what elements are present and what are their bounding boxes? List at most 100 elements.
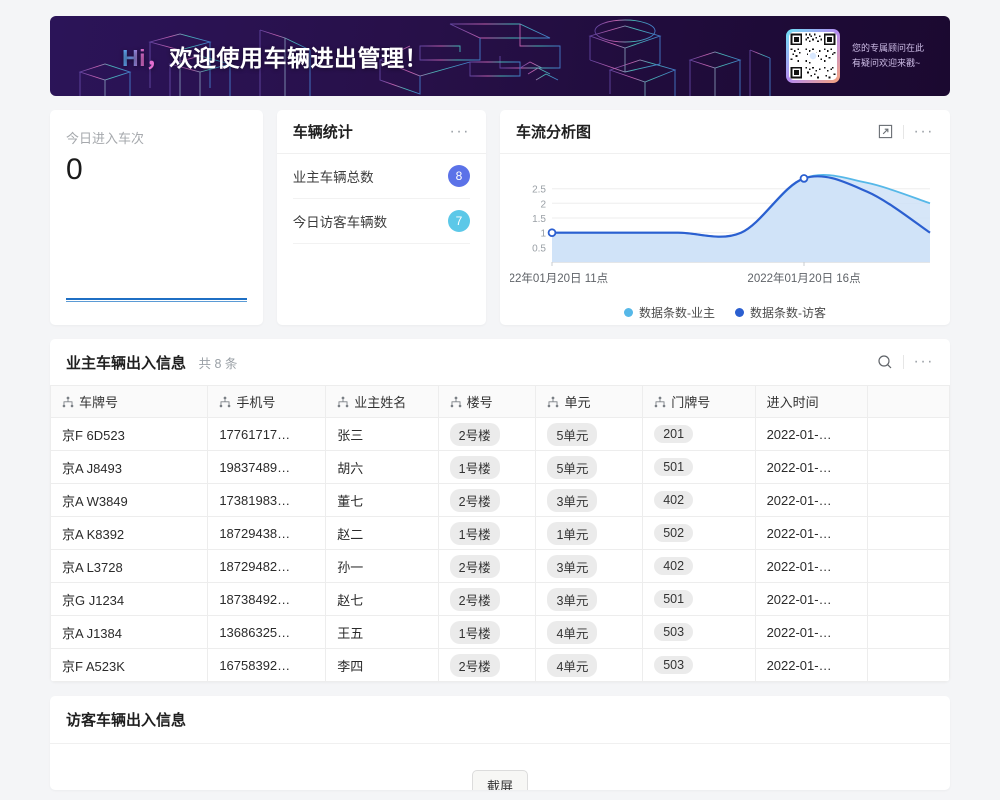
cell-door: 402 [642,483,756,517]
cell-entry-time: 2022-01-… [754,549,868,583]
cell-phone: 18729482… [207,549,327,583]
table-row[interactable]: 京G J1234 18738492… 赵七 2号楼 3单元 501 2022-01-… [50,582,950,616]
cell-building: 2号楼 [437,582,537,616]
column-header-unit[interactable]: 单元 [535,385,644,418]
cell-name: 胡六 [325,450,439,484]
stat-row-label: 业主车辆总数 [292,170,374,185]
table-header: 车牌号 手机号 业主姓名 楼号 单元 门牌号 进入时间 [50,385,950,418]
cell-plate: 京A J8493 [50,450,209,484]
stat-row-visitor-today: 今日访客车辆数 7 [292,199,470,244]
owner-vehicle-table: 车牌号 手机号 业主姓名 楼号 单元 门牌号 进入时间 京F 6D523 1776… [50,385,950,682]
pill-badge: 503 [654,623,694,641]
sparkline [66,298,247,302]
table-row[interactable]: 京A K8392 18729438… 赵二 1号楼 1单元 502 2022-01-… [50,516,950,550]
expand-icon[interactable] [878,124,893,139]
table-row[interactable]: 京A J8493 19837489… 胡六 1号楼 5单元 501 2022-01-… [50,450,950,484]
cell-plate: 京A W3849 [50,483,209,517]
pill-badge: 1单元 [547,521,598,545]
pill-badge: 1号楼 [449,620,500,644]
table-row[interactable]: 京A W3849 17381983… 董七 2号楼 3单元 402 2022-01-… [50,483,950,517]
legend-item-visitor[interactable]: 数据条数-访客 [735,304,826,321]
svg-text:0.5: 0.5 [532,243,546,254]
table-row[interactable]: 京A L3728 18729482… 孙一 2号楼 3单元 402 2022-01-… [50,549,950,583]
legend-item-owner[interactable]: 数据条数-业主 [624,304,715,321]
today-entries-label: 今日进入车次 [66,131,145,146]
cell-empty [866,549,950,583]
cell-building: 1号楼 [437,450,537,484]
cell-plate: 京F 6D523 [50,417,209,451]
pill-badge: 402 [654,557,694,575]
column-header-door[interactable]: 门牌号 [642,385,756,418]
pill-badge: 2号楼 [449,653,500,677]
traffic-chart-header: 车流分析图 ··· [500,110,950,154]
pill-badge: 4单元 [547,653,598,677]
cell-door: 402 [642,549,756,583]
column-header-phone[interactable]: 手机号 [207,385,327,418]
table-body: 京F 6D523 17761717… 张三 2号楼 5单元 201 2022-01-… 京A … [50,417,950,682]
traffic-line-chart: 0.5 1 1.5 2 2.5 2022年01月20日 11点 2022年01月20日 16… [496,174,931,285]
column-header-label: 手机号 [236,395,276,410]
legend-label: 数据条数-访客 [750,306,826,320]
cell-entry-time: 2022-01-… [754,450,868,484]
more-options-icon[interactable]: ··· [449,122,470,140]
pill-badge: 1号楼 [449,455,500,479]
stat-row-label: 今日访客车辆数 [292,215,388,230]
table-row[interactable]: 京F A523K 16758392… 李四 2号楼 4单元 503 2022-01-… [50,648,950,682]
visitor-panel-body: 截屏 [50,744,950,790]
owner-panel-title-wrap: 业主车辆出入信息 共 8 条 [66,352,237,373]
cell-entry-time: 2022-01-… [754,648,868,682]
column-header-building[interactable]: 楼号 [437,385,537,418]
svg-text:2022年01月20日 16点: 2022年01月20日 16点 [747,271,860,285]
cell-phone: 17761717… [207,417,327,451]
svg-text:2: 2 [540,199,546,210]
hierarchy-icon [654,396,666,407]
pill-badge: 3单元 [547,488,598,512]
sparkline-main [66,298,247,300]
column-header-plate[interactable]: 车牌号 [50,385,209,418]
qr-caption-line-1: 您的专属顾问在此 [851,43,924,53]
cell-entry-time: 2022-01-… [754,483,868,517]
cell-unit: 4单元 [535,648,644,682]
banner-greeting-rest: 欢迎使用车辆进出管理！ [169,45,428,71]
cell-phone: 17381983… [207,483,327,517]
stat-row-owner-total: 业主车辆总数 8 [292,154,470,199]
traffic-chart-body: 0.5 1 1.5 2 2.5 2022年01月20日 11点 2022年01月20日 16… [496,154,950,327]
table-row[interactable]: 京F 6D523 17761717… 张三 2号楼 5单元 201 2022-01-… [50,417,950,451]
screenshot-button[interactable]: 截屏 [471,770,529,790]
cell-plate: 京A K8392 [50,516,209,550]
table-header-row: 车牌号 手机号 业主姓名 楼号 单元 门牌号 进入时间 [50,385,950,418]
cell-unit: 1单元 [535,516,644,550]
city-illustration [78,19,771,96]
pill-badge: 201 [654,425,694,443]
qr-caption-line-2: 有疑问欢迎来戳~ [851,58,921,68]
banner-title: Hi，欢迎使用车辆进出管理！ [50,39,500,73]
pill-badge: 503 [654,656,694,674]
cell-empty [866,483,950,517]
qr-code-image [788,32,837,80]
column-header-label: 楼号 [466,395,493,410]
visitor-panel-header: 访客车辆出入信息 [50,696,950,744]
owner-vehicle-panel: 业主车辆出入信息 共 8 条 ··· 车牌号 手机号 [50,339,950,682]
today-entries-value: 0 [66,153,83,186]
table-row[interactable]: 京A J1384 13686325… 王五 1号楼 4单元 503 2022-01-… [50,615,950,649]
cell-unit: 3单元 [535,582,644,616]
search-icon[interactable] [877,354,893,370]
column-header-name[interactable]: 业主姓名 [325,385,439,418]
owner-panel-header: 业主车辆出入信息 共 8 条 ··· [50,339,950,385]
summary-cards-row: 今日进入车次 0 车辆统计 ··· 业主车辆总数 8 今日访客车辆数 7 [50,110,950,325]
cell-phone: 16758392… [207,648,327,682]
column-header-entry-time[interactable]: 进入时间 [754,385,868,418]
cell-building: 1号楼 [437,516,537,550]
record-count: 共 8 条 [198,356,238,371]
cell-plate: 京F A523K [50,648,209,682]
cell-phone: 19837489… [207,450,327,484]
welcome-banner: Hi，欢迎使用车辆进出管理！ [50,16,950,96]
more-options-icon[interactable]: ··· [913,353,934,370]
vehicle-statistics-title: 车辆统计 [292,124,353,141]
cell-building: 2号楼 [437,648,537,682]
cell-plate: 京G J1234 [50,582,209,616]
vehicle-statistics-rows: 业主车辆总数 8 今日访客车辆数 7 [277,154,486,244]
more-options-icon[interactable]: ··· [913,122,934,140]
cell-empty [866,615,950,649]
